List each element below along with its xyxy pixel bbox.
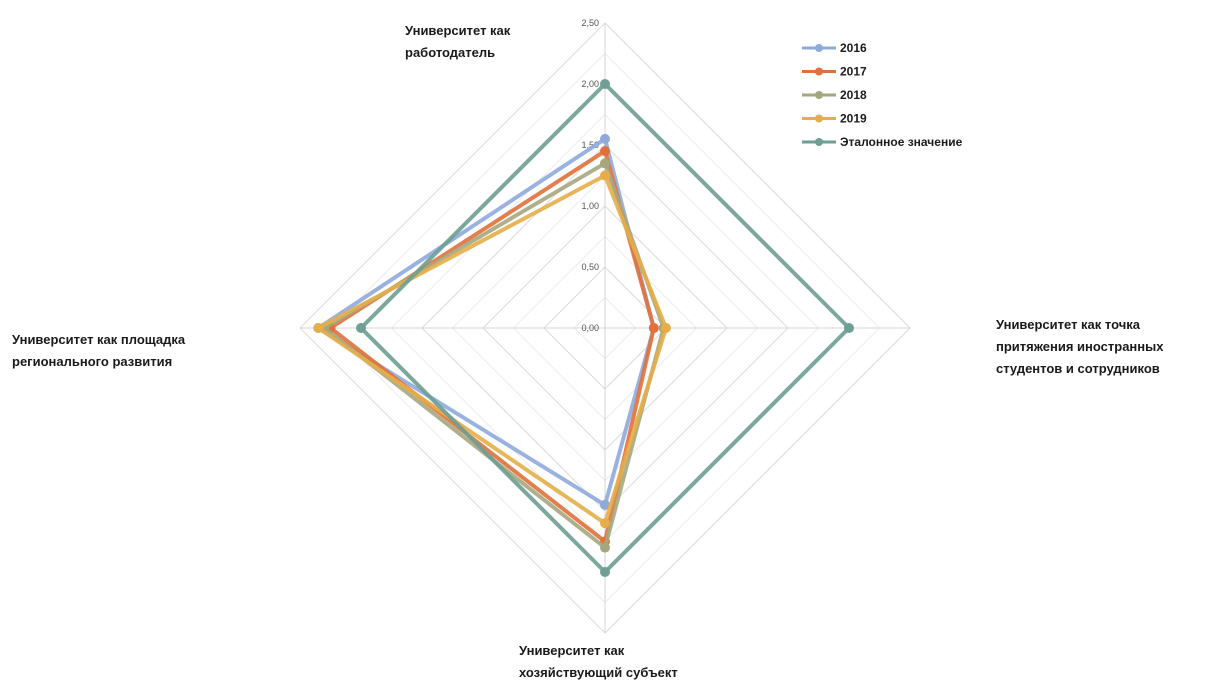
legend-label: 2017 (840, 65, 867, 79)
axis-label-bottom: Университет как хозяйствующий субъект (519, 643, 678, 680)
legend-label: 2016 (840, 41, 867, 55)
axis-label-top-line: Университет как (405, 23, 511, 38)
tick-label: 1,50 (581, 140, 599, 150)
data-point (600, 567, 610, 577)
radial-tick-labels: 0,00 0,50 1,00 1,50 2,00 2,50 (581, 18, 599, 333)
legend-swatch-marker (815, 138, 823, 146)
axis-label-right-line: Университет как точка (996, 317, 1141, 332)
axis-label-left-line: Университет как площадка (12, 332, 186, 347)
legend-swatch-marker (815, 91, 823, 99)
axis-label-left-line: регионального развития (12, 354, 172, 369)
data-point (600, 499, 610, 510)
axis-label-bottom-line: хозяйствующий субъект (519, 665, 678, 680)
data-point (600, 158, 610, 169)
data-point (600, 518, 610, 529)
legend-label: Эталонное значение (840, 135, 963, 149)
legend-item: 2016 (802, 41, 867, 55)
legend-item: Эталонное значение (802, 135, 963, 149)
legend-label: 2018 (840, 88, 867, 102)
legend-swatch-marker (815, 44, 823, 52)
axis-label-right: Университет как точка притяжения иностра… (996, 317, 1167, 376)
legend-item: 2017 (802, 65, 867, 79)
data-point (844, 323, 854, 333)
legend-item: 2018 (802, 88, 867, 102)
legend-label: 2019 (840, 112, 867, 126)
data-point (313, 323, 324, 333)
tick-label: 2,50 (581, 18, 599, 28)
data-point (661, 323, 671, 333)
legend-swatch-marker (815, 114, 823, 123)
axis-label-left: Университет как площадка регионального р… (12, 332, 189, 369)
tick-label: 0,50 (581, 262, 599, 272)
data-point (600, 146, 610, 157)
axis-label-right-line: притяжения иностранных (996, 339, 1164, 354)
axis-label-bottom-line: Университет как (519, 643, 625, 658)
data-point (600, 133, 610, 144)
data-point (600, 79, 610, 89)
tick-label: 0,00 (581, 323, 599, 333)
data-series (313, 79, 854, 577)
data-point (600, 542, 610, 553)
axis-label-right-line: студентов и сотрудников (996, 361, 1160, 376)
tick-label: 2,00 (581, 79, 599, 89)
tick-label: 1,00 (581, 201, 599, 211)
series-Эталонное значение (356, 79, 854, 577)
data-point (600, 170, 610, 181)
axis-label-top: Университет как работодатель (405, 23, 514, 60)
legend-item: 2019 (802, 112, 867, 126)
axis-label-top-line: работодатель (405, 45, 495, 60)
data-point (648, 323, 659, 333)
data-point (356, 323, 366, 333)
legend-swatch-marker (815, 67, 823, 76)
legend: 2016 2017 2018 2019 Эталонное значение (802, 41, 963, 149)
